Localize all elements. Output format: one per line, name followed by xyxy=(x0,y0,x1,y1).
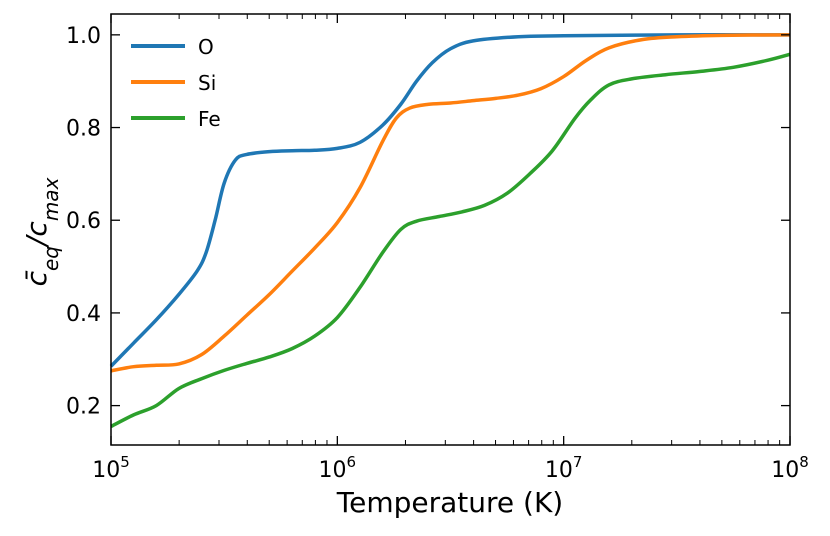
series-line-o xyxy=(109,33,791,368)
series-line-si xyxy=(110,33,791,373)
y-tick-label: 0.2 xyxy=(66,395,101,420)
tick-layer: 105 106 107 108 0.2 0.4 0.6 0.8 1.0 xyxy=(66,14,809,483)
y-axis-title: c̄eq/cmax xyxy=(20,177,63,286)
y-tick-label: 0.6 xyxy=(66,209,101,234)
y-tick-label: 0.4 xyxy=(66,302,101,327)
x-tick-label: 105 xyxy=(92,453,130,483)
x-tick-label: 107 xyxy=(545,453,583,483)
legend: O Si Fe xyxy=(131,35,221,131)
legend-label-o: O xyxy=(198,35,214,59)
x-axis-title: Temperature (K) xyxy=(336,486,563,519)
x-tick-label: 106 xyxy=(319,453,357,483)
legend-label-fe: Fe xyxy=(198,107,221,131)
x-tick-label: 108 xyxy=(771,453,809,483)
y-tick-label: 0.8 xyxy=(66,117,101,142)
y-tick-label: 1.0 xyxy=(66,24,101,49)
legend-label-si: Si xyxy=(198,71,216,95)
plot-frame xyxy=(110,13,791,446)
series-line-fe xyxy=(110,52,791,429)
series-layer xyxy=(109,33,791,429)
